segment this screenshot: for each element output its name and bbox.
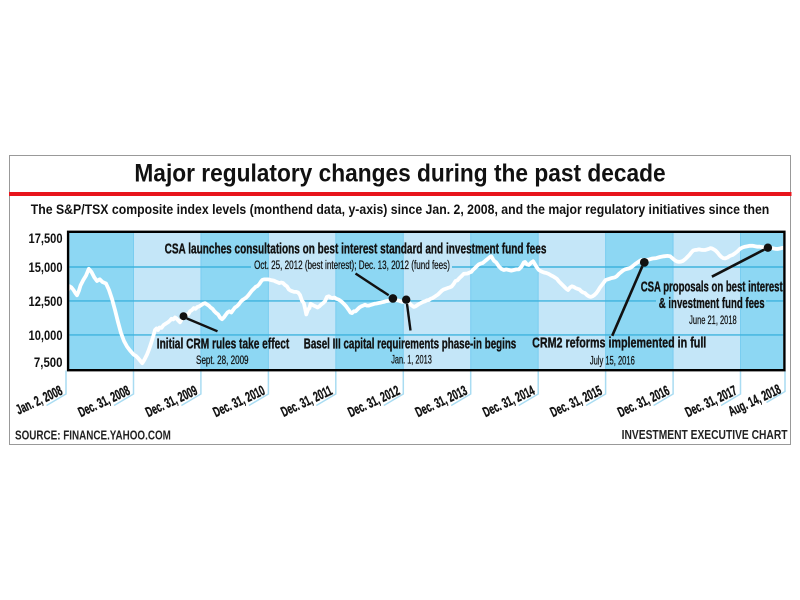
svg-text:& investment fund fees: & investment fund fees <box>659 294 765 312</box>
svg-text:Major regulatory changes durin: Major regulatory changes during the past… <box>134 159 665 187</box>
svg-text:July 15, 2016: July 15, 2016 <box>590 355 635 368</box>
svg-text:Initial CRM rules take effect: Initial CRM rules take effect <box>157 334 290 352</box>
svg-text:Jan. 1, 2013: Jan. 1, 2013 <box>391 354 432 367</box>
svg-text:CRM2 reforms implemented in fu: CRM2 reforms implemented in full <box>532 334 706 351</box>
svg-text:Sept. 28, 2009: Sept. 28, 2009 <box>196 355 249 368</box>
svg-text:SOURCE: FINANCE.YAHOO.COM: SOURCE: FINANCE.YAHOO.COM <box>15 429 171 443</box>
svg-text:INVESTMENT EXECUTIVE CHART: INVESTMENT EXECUTIVE CHART <box>622 428 789 442</box>
svg-text:CSA launches consultations on: CSA launches consultations on best inter… <box>165 239 547 257</box>
svg-text:June 21, 2018: June 21, 2018 <box>689 315 737 328</box>
svg-text:12,500: 12,500 <box>29 294 63 309</box>
svg-text:CSA proposals on best interest: CSA proposals on best interest <box>641 278 783 295</box>
svg-text:10,000: 10,000 <box>29 328 63 343</box>
svg-text:17,500: 17,500 <box>29 231 63 246</box>
svg-text:The S&P/TSX composite index le: The S&P/TSX composite index levels (mont… <box>31 201 770 217</box>
svg-text:7,500: 7,500 <box>34 355 63 370</box>
svg-text:Oct. 25, 2012 (best interest);: Oct. 25, 2012 (best interest); Dec. 13, … <box>254 260 450 273</box>
svg-text:15,000: 15,000 <box>29 260 63 275</box>
svg-text:Basel III capital requirements: Basel III capital requirements phase-in … <box>304 334 516 352</box>
